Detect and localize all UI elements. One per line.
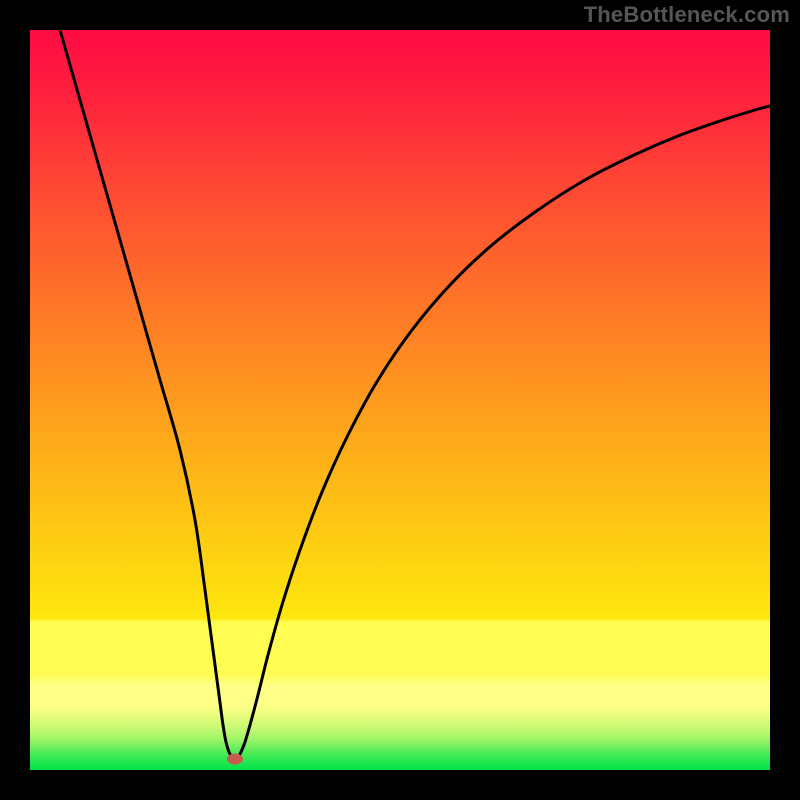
chart-svg: [30, 30, 770, 770]
plot-area: [30, 30, 770, 770]
chart-background: [30, 30, 770, 770]
figure-container: TheBottleneck.com: [0, 0, 800, 800]
min-marker: [227, 754, 243, 765]
watermark-text: TheBottleneck.com: [584, 2, 790, 28]
